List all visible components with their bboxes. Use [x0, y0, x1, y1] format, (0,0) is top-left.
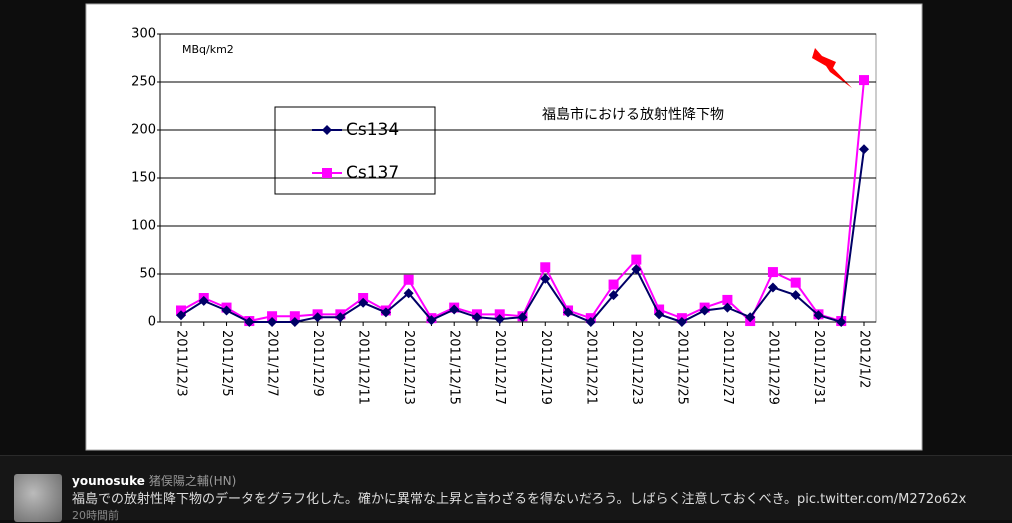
data-point: [790, 290, 801, 301]
chart-panel: [85, 3, 923, 451]
x-tick-label: 2012/1/2: [857, 330, 872, 388]
avatar[interactable]: [14, 474, 62, 522]
y-tick-label: 150: [131, 171, 156, 186]
data-point: [176, 310, 186, 321]
y-tick-label: 200: [131, 123, 156, 138]
legend-marker: [322, 125, 332, 135]
data-point: [631, 254, 642, 265]
tweet-user: younosuke 猪俣陽之輔(HN): [72, 472, 236, 489]
x-tick-label: 2011/12/31: [811, 330, 826, 405]
x-tick-label: 2011/12/9: [310, 330, 325, 397]
data-point: [198, 295, 209, 306]
tweet-link[interactable]: pic.twitter.com/M272o62x: [797, 492, 967, 507]
x-tick-label: 2011/12/7: [265, 330, 280, 397]
x-tick-label: 2011/12/23: [629, 330, 644, 405]
data-point: [540, 262, 551, 273]
data-point: [608, 290, 619, 301]
data-point: [608, 279, 619, 290]
data-point: [244, 317, 255, 327]
data-point: [631, 264, 642, 275]
tweet-text: 福島での放射性降下物のデータをグラフ化した。確かに異常な上昇と言わざるを得ないだ…: [72, 488, 966, 507]
x-tick-label: 2011/12/17: [492, 330, 507, 405]
data-point: [859, 144, 869, 155]
unit-label: MBq/km2: [182, 43, 234, 56]
data-point: [449, 304, 460, 315]
x-tick-label: 2011/12/5: [219, 330, 234, 397]
data-point: [563, 307, 574, 318]
x-tick-label: 2011/12/11: [356, 330, 371, 405]
data-point: [335, 312, 346, 323]
x-tick-label: 2011/12/21: [583, 330, 598, 405]
username[interactable]: younosuke: [72, 474, 145, 488]
legend-marker: [322, 168, 332, 178]
data-point: [654, 309, 665, 320]
data-point: [676, 317, 687, 327]
data-point: [426, 315, 437, 326]
data-point: [403, 274, 414, 285]
data-point: [289, 311, 300, 322]
data-point: [767, 282, 778, 293]
data-point: [471, 312, 482, 323]
data-point: [699, 305, 710, 316]
data-point: [859, 75, 869, 86]
x-tick-label: 2011/12/29: [765, 330, 780, 405]
data-point: [722, 294, 733, 305]
x-tick-label: 2011/12/25: [674, 330, 689, 405]
data-point: [836, 317, 847, 327]
data-point: [312, 312, 323, 323]
x-tick-label: 2011/12/3: [174, 330, 189, 397]
red-arrow: [812, 48, 852, 88]
x-tick-label: 2011/12/13: [401, 330, 416, 405]
data-point: [585, 317, 596, 327]
tweet-time[interactable]: 20時間前: [72, 509, 119, 522]
data-point: [722, 302, 733, 313]
data-point: [289, 317, 300, 327]
y-tick-label: 300: [131, 27, 156, 42]
legend-box: [274, 106, 436, 195]
y-tick-label: 50: [139, 267, 156, 282]
data-point: [267, 317, 278, 327]
tweet: younosuke 猪俣陽之輔(HN) 福島での放射性降下物のデータをグラフ化した…: [0, 455, 1012, 522]
data-point: [267, 311, 278, 322]
x-tick-label: 2011/12/19: [538, 330, 553, 405]
data-point: [221, 305, 232, 316]
data-point: [517, 312, 528, 323]
data-point: [745, 312, 756, 323]
data-point: [380, 307, 391, 318]
data-point: [813, 310, 824, 321]
chart-title: 福島市における放射性降下物: [542, 106, 724, 123]
data-point: [403, 288, 414, 299]
data-point: [767, 267, 778, 278]
display-name: 猪俣陽之輔(HN): [148, 474, 237, 488]
data-point: [790, 277, 801, 288]
legend-label: Cs134: [346, 120, 399, 140]
tweet-body: 福島での放射性降下物のデータをグラフ化した。確かに異常な上昇と言わざるを得ないだ…: [72, 492, 798, 507]
y-tick-label: 250: [131, 75, 156, 90]
data-point: [540, 273, 551, 284]
y-tick-label: 100: [131, 219, 156, 234]
data-point: [494, 314, 505, 325]
x-tick-label: 2011/12/27: [720, 330, 735, 405]
data-point: [358, 297, 369, 308]
x-tick-label: 2011/12/15: [447, 330, 462, 405]
y-tick-label: 0: [148, 315, 156, 330]
chart: MBq/km2 福島市における放射性降下物 0 50 100 150 200 250 300…: [85, 3, 923, 451]
legend-label: Cs137: [346, 163, 399, 183]
